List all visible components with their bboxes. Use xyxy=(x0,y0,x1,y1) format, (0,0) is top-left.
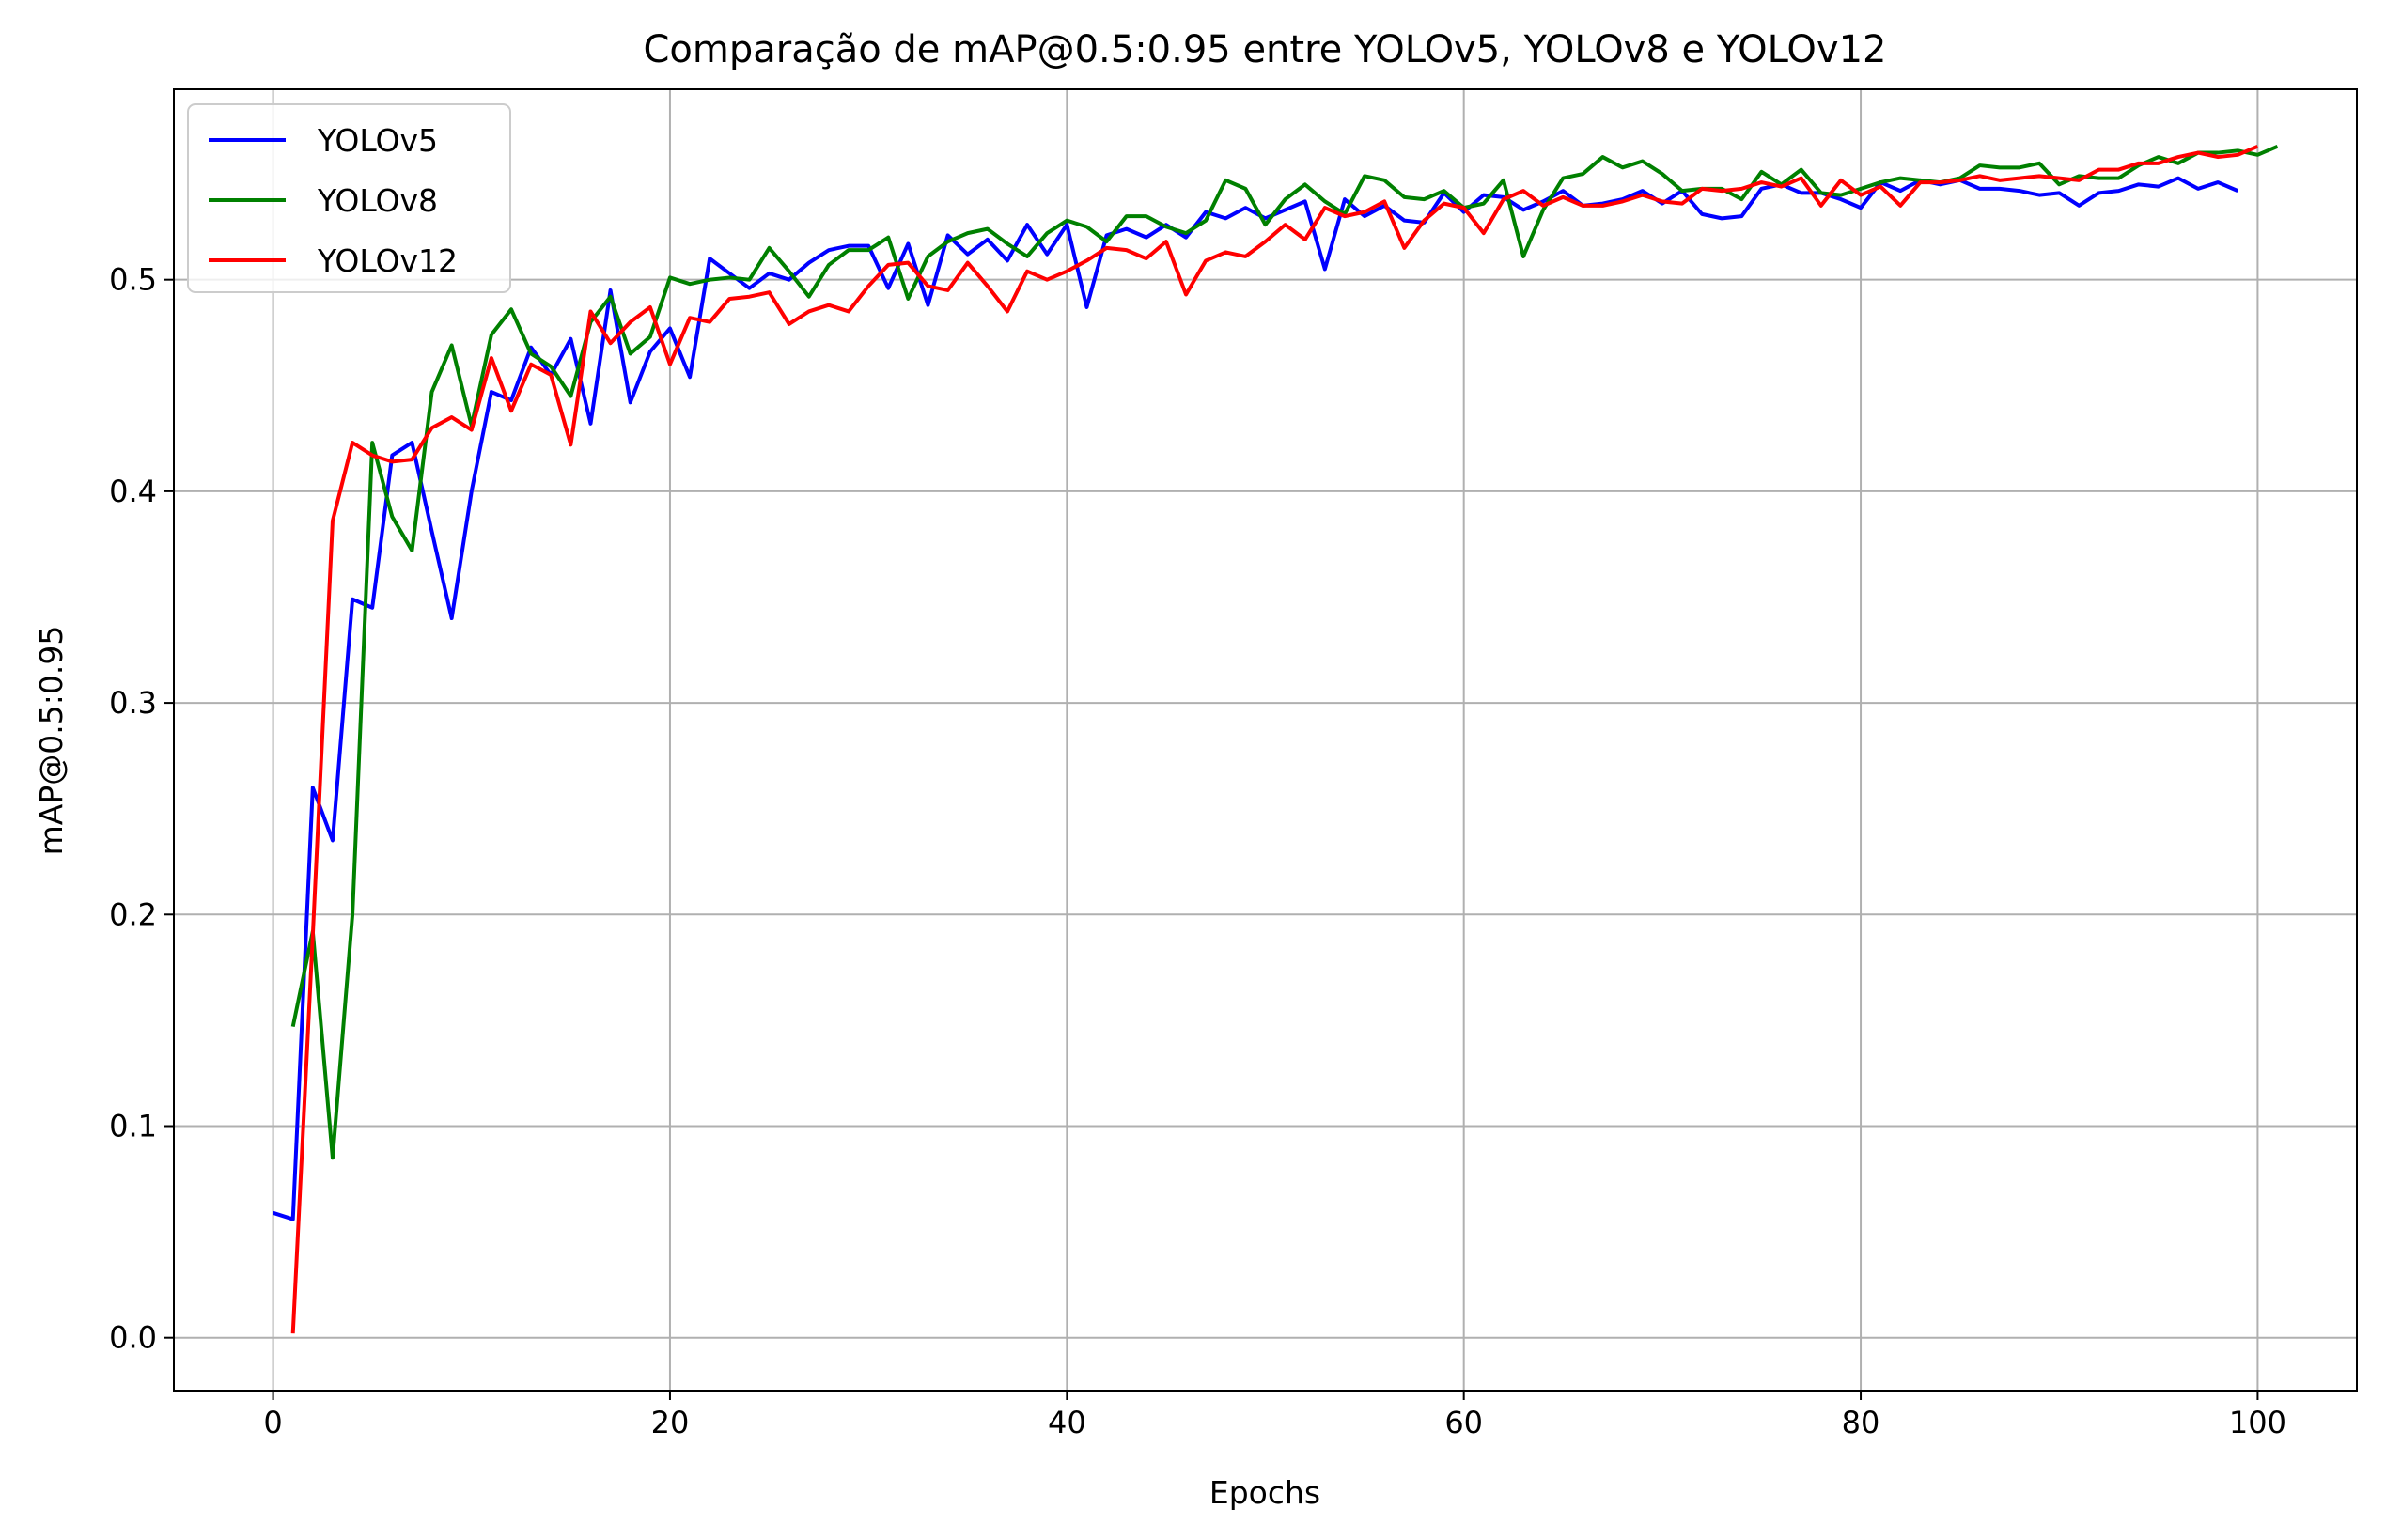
y-tick-label: 0.4 xyxy=(109,474,157,509)
chart-title: Comparação de mAP@0.5:0.95 entre YOLOv5,… xyxy=(644,28,1887,71)
x-axis-label: Epochs xyxy=(1209,1474,1320,1511)
legend-box xyxy=(187,103,511,293)
y-tick-label: 0.0 xyxy=(109,1320,157,1356)
y-tick-label: 0.5 xyxy=(109,262,157,298)
legend: YOLOv5 YOLOv8 YOLOv12 xyxy=(187,103,511,293)
y-tick-label: 0.2 xyxy=(109,896,157,932)
y-axis-label: mAP@0.5:0.95 xyxy=(33,626,70,856)
x-tick-label: 40 xyxy=(1048,1405,1086,1440)
axes-frame xyxy=(173,88,2358,1392)
y-axis: 0.0 0.1 0.2 0.3 0.4 0.5 xyxy=(109,262,174,1356)
x-tick-label: 60 xyxy=(1444,1405,1483,1440)
x-tick-label: 0 xyxy=(263,1405,282,1440)
legend-label: YOLOv8 xyxy=(317,182,438,219)
plot-area xyxy=(272,144,2279,1334)
x-tick-label: 100 xyxy=(2229,1405,2286,1440)
legend-label: YOLOv12 xyxy=(317,242,458,279)
legend-label: YOLOv5 xyxy=(317,122,438,159)
y-tick-label: 0.3 xyxy=(109,685,157,721)
grid xyxy=(174,89,2357,1391)
x-tick-label: 80 xyxy=(1842,1405,1880,1440)
y-tick-label: 0.1 xyxy=(109,1108,157,1143)
x-axis: 0 20 40 60 80 100 xyxy=(263,1391,2286,1440)
series-line-yolov5 xyxy=(272,176,2239,1221)
x-tick-label: 20 xyxy=(651,1405,690,1440)
series-line-yolov12 xyxy=(290,144,2259,1334)
